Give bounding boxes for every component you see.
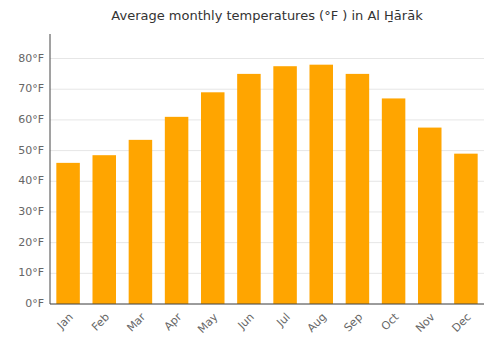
bar <box>309 65 333 304</box>
title: Average monthly temperatures (°F ) in Al… <box>111 8 423 23</box>
grid-line <box>50 119 484 120</box>
grid-line <box>50 304 484 305</box>
y-tick-label: 20°F <box>18 236 44 249</box>
x-axis-line <box>50 304 484 305</box>
bar <box>418 128 442 304</box>
x-tick-label: Oct <box>379 310 402 333</box>
bar <box>237 74 261 304</box>
y-tick-label: 80°F <box>18 52 44 65</box>
y-axis-line <box>50 34 51 304</box>
x-tick-label: Jan <box>54 311 76 333</box>
x-tick-label: Dec <box>449 311 473 335</box>
x-tick-label: Jun <box>235 311 257 333</box>
bar <box>165 117 189 304</box>
bar <box>92 155 116 304</box>
chart: 0°F 10°F 20°F 30°F 40°F 50°F 60°F 70°F 80°F Jan Fe… <box>0 0 500 350</box>
page: {"chart_data": {"type": "bar", "title": … <box>0 0 500 350</box>
x-tick-label: May <box>195 310 221 336</box>
y-tick-label: 60°F <box>18 113 44 126</box>
grid-line <box>50 58 484 59</box>
bar <box>201 92 225 304</box>
y-tick-label: 0°F <box>25 297 44 310</box>
bars <box>56 65 477 304</box>
bar <box>56 163 80 304</box>
x-axis: Jan Feb Mar Apr May Jun Jul Aug Sep Oct Nov Dec <box>54 310 474 336</box>
y-tick-label: 40°F <box>18 174 44 187</box>
bar <box>454 154 478 304</box>
chart-container: 0°F 10°F 20°F 30°F 40°F 50°F 60°F 70°F 80°F Jan Fe… <box>0 0 500 350</box>
bar <box>273 66 297 304</box>
x-tick-label: Apr <box>162 310 185 333</box>
x-tick-label: Sep <box>341 311 365 335</box>
y-tick-label: 10°F <box>18 266 44 279</box>
x-tick-label: Jul <box>274 311 293 330</box>
x-tick-label: Mar <box>124 310 148 334</box>
x-tick-label: Nov <box>413 310 438 335</box>
grid-line <box>50 89 484 90</box>
y-tick-label: 50°F <box>18 144 44 157</box>
bar <box>382 98 406 304</box>
x-tick-label: Aug <box>305 311 329 335</box>
y-axis: 0°F 10°F 20°F 30°F 40°F 50°F 60°F 70°F 80°F <box>18 52 44 310</box>
bar <box>346 74 370 304</box>
bar <box>129 140 153 304</box>
y-tick-label: 30°F <box>18 205 44 218</box>
grid <box>50 59 484 304</box>
x-tick-label: Feb <box>89 311 112 334</box>
y-tick-label: 70°F <box>18 82 44 95</box>
